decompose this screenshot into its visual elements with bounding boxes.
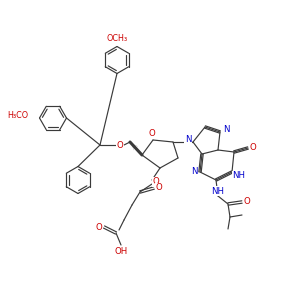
Text: O: O bbox=[148, 130, 155, 139]
Text: O: O bbox=[156, 184, 162, 193]
Text: OCH₃: OCH₃ bbox=[106, 34, 128, 43]
Text: O: O bbox=[244, 197, 250, 206]
Text: H₃CO: H₃CO bbox=[8, 112, 29, 121]
Text: NH: NH bbox=[212, 187, 224, 196]
Text: NH: NH bbox=[232, 172, 245, 181]
Text: O: O bbox=[250, 143, 256, 152]
Text: N: N bbox=[223, 125, 229, 134]
Text: OH: OH bbox=[114, 247, 128, 256]
Text: N: N bbox=[191, 167, 197, 176]
Text: O: O bbox=[96, 223, 102, 232]
Text: O: O bbox=[153, 178, 159, 187]
Text: O: O bbox=[117, 140, 123, 149]
Text: N: N bbox=[185, 136, 191, 145]
